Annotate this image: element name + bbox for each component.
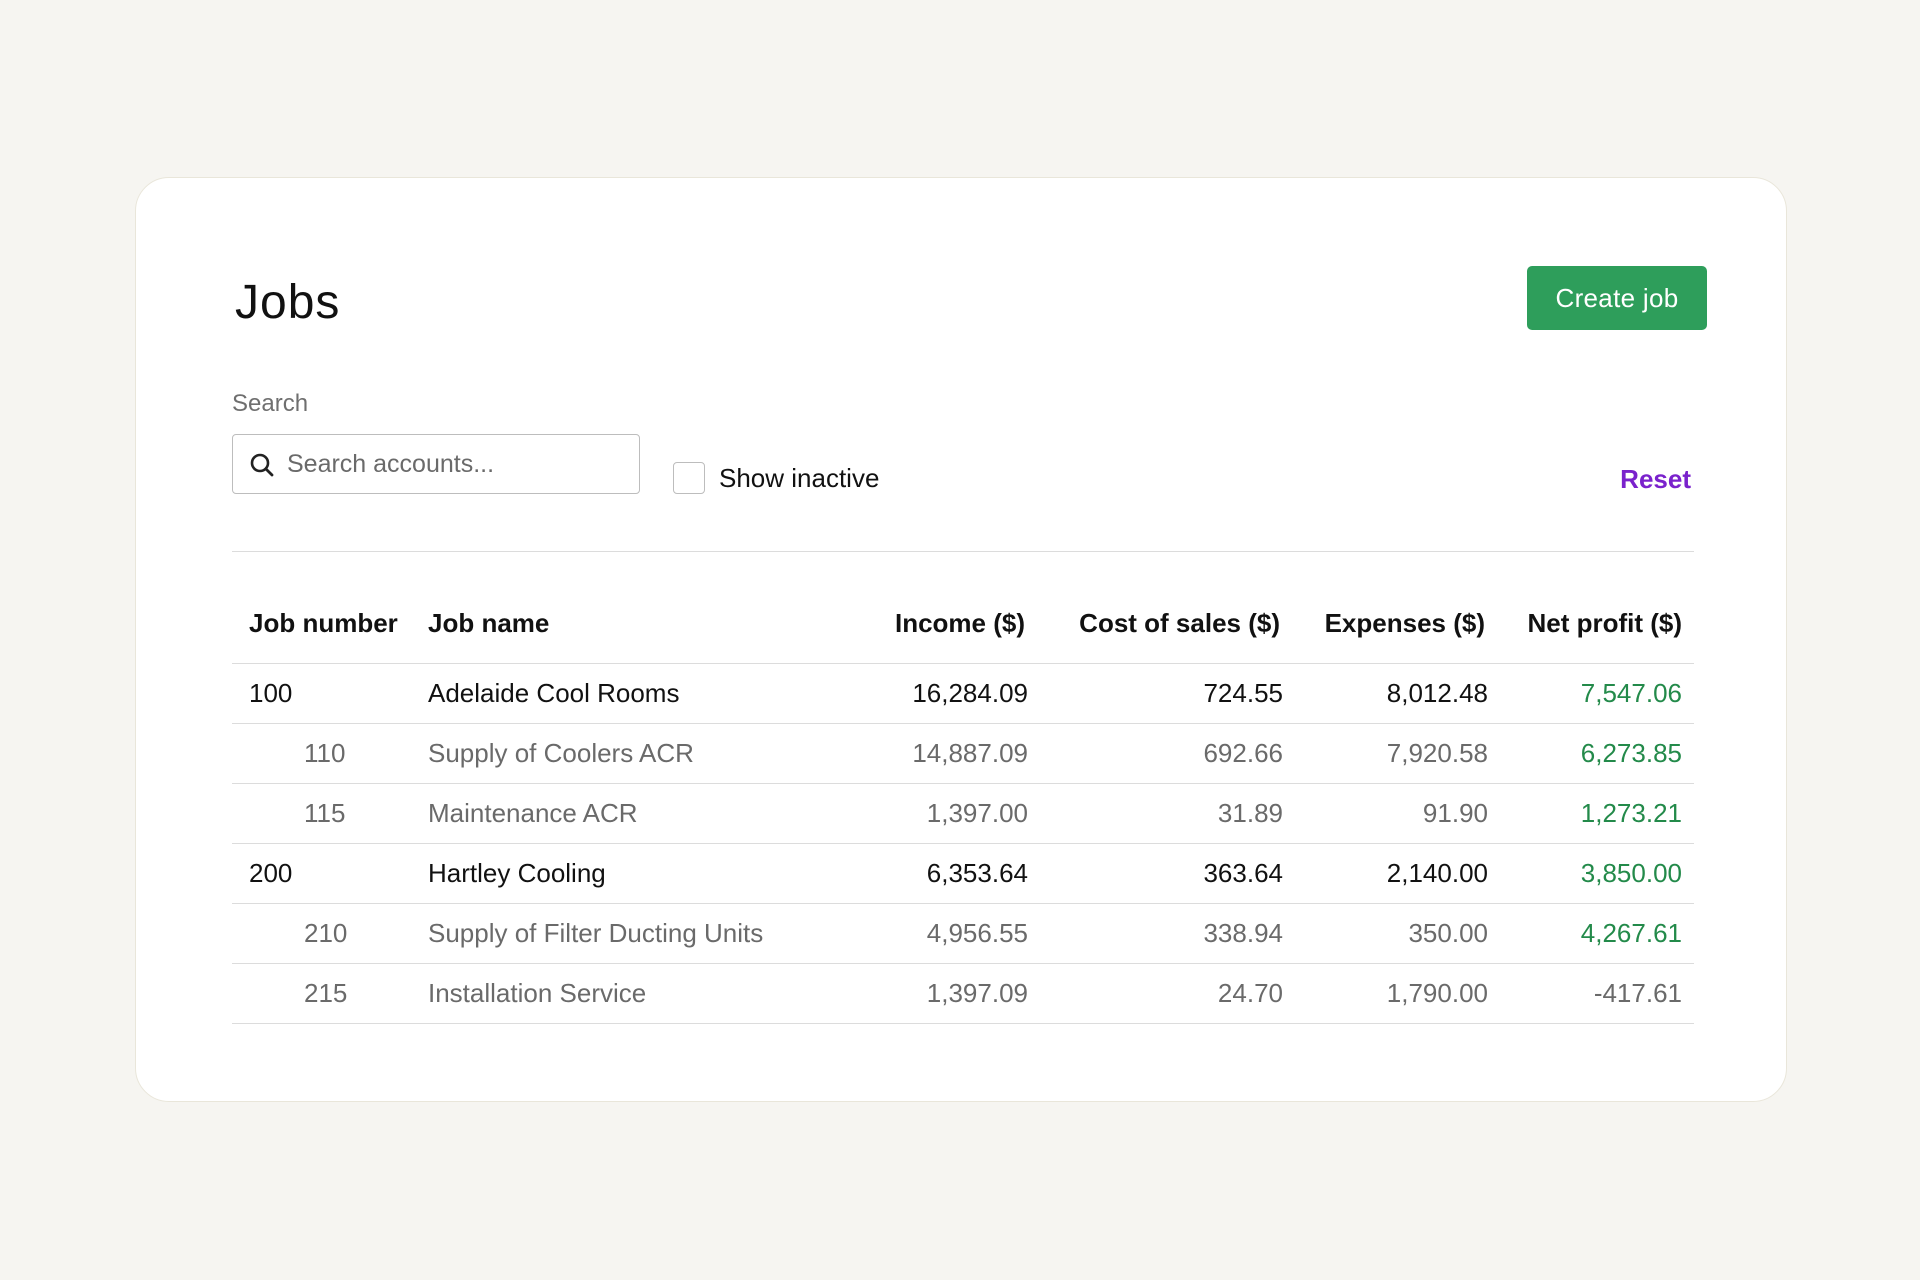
job-name-cell: Supply of Coolers ACR [428, 723, 828, 784]
cost-of-sales-cell: 363.64 [1028, 843, 1283, 904]
jobs-table: Job number Job name Income ($) Cost of s… [232, 584, 1694, 1024]
job-name-cell: Maintenance ACR [428, 783, 828, 844]
income-cell: 14,887.09 [828, 723, 1028, 784]
table-row[interactable]: 115 Maintenance ACR 1,397.00 31.89 91.90 1,27… [232, 783, 1694, 844]
income-cell: 4,956.55 [828, 903, 1028, 964]
header-cost-of-sales[interactable]: Cost of sales ($) [1028, 584, 1283, 664]
job-number-cell: 215 [232, 963, 428, 1024]
job-number-cell: 115 [232, 783, 428, 844]
header-income[interactable]: Income ($) [828, 584, 1028, 664]
job-name-cell: Adelaide Cool Rooms [428, 663, 828, 724]
expenses-cell: 2,140.00 [1283, 843, 1488, 904]
income-cell: 16,284.09 [828, 663, 1028, 724]
job-name-cell: Installation Service [428, 963, 828, 1024]
income-cell: 6,353.64 [828, 843, 1028, 904]
header-job-name[interactable]: Job name [428, 584, 828, 664]
net-profit-cell: 4,267.61 [1488, 903, 1694, 964]
table-row[interactable]: 110 Supply of Coolers ACR 14,887.09 692.66 7… [232, 723, 1694, 784]
expenses-cell: 1,790.00 [1283, 963, 1488, 1024]
jobs-card: Jobs Create job Search Show inactive Res… [135, 177, 1787, 1102]
expenses-cell: 7,920.58 [1283, 723, 1488, 784]
cost-of-sales-cell: 338.94 [1028, 903, 1283, 964]
cost-of-sales-cell: 31.89 [1028, 783, 1283, 844]
job-number-cell: 200 [232, 843, 428, 904]
search-label: Search [232, 390, 309, 417]
search-icon [250, 453, 274, 477]
reset-link[interactable]: Reset [1620, 464, 1691, 494]
net-profit-cell: 3,850.00 [1488, 843, 1694, 904]
show-inactive-checkbox[interactable] [673, 462, 705, 494]
search-input[interactable] [287, 443, 627, 485]
divider [232, 551, 1694, 552]
table-header-row: Job number Job name Income ($) Cost of s… [232, 584, 1694, 664]
header-expenses[interactable]: Expenses ($) [1283, 584, 1488, 664]
table-row[interactable]: 200 Hartley Cooling 6,353.64 363.64 2,140.00… [232, 843, 1694, 904]
expenses-cell: 91.90 [1283, 783, 1488, 844]
cost-of-sales-cell: 24.70 [1028, 963, 1283, 1024]
job-number-cell: 110 [232, 723, 428, 784]
expenses-cell: 8,012.48 [1283, 663, 1488, 724]
show-inactive-label[interactable]: Show inactive [719, 463, 880, 493]
job-number-cell: 100 [232, 663, 428, 724]
net-profit-cell: 7,547.06 [1488, 663, 1694, 724]
page-title: Jobs [235, 276, 341, 329]
table-row[interactable]: 215 Installation Service 1,397.09 24.70 1,79… [232, 963, 1694, 1024]
header-job-number[interactable]: Job number [232, 584, 428, 664]
income-cell: 1,397.09 [828, 963, 1028, 1024]
cost-of-sales-cell: 724.55 [1028, 663, 1283, 724]
cost-of-sales-cell: 692.66 [1028, 723, 1283, 784]
net-profit-cell: 1,273.21 [1488, 783, 1694, 844]
job-number-cell: 210 [232, 903, 428, 964]
net-profit-cell: 6,273.85 [1488, 723, 1694, 784]
expenses-cell: 350.00 [1283, 903, 1488, 964]
income-cell: 1,397.00 [828, 783, 1028, 844]
header-net-profit[interactable]: Net profit ($) [1488, 584, 1694, 664]
table-row[interactable]: 210 Supply of Filter Ducting Units 4,956.5… [232, 903, 1694, 964]
net-profit-cell: -417.61 [1488, 963, 1694, 1024]
job-name-cell: Hartley Cooling [428, 843, 828, 904]
table-row[interactable]: 100 Adelaide Cool Rooms 16,284.09 724.55 8,0… [232, 663, 1694, 724]
search-box[interactable] [232, 434, 640, 494]
create-job-button[interactable]: Create job [1527, 266, 1707, 330]
job-name-cell: Supply of Filter Ducting Units [428, 903, 828, 964]
